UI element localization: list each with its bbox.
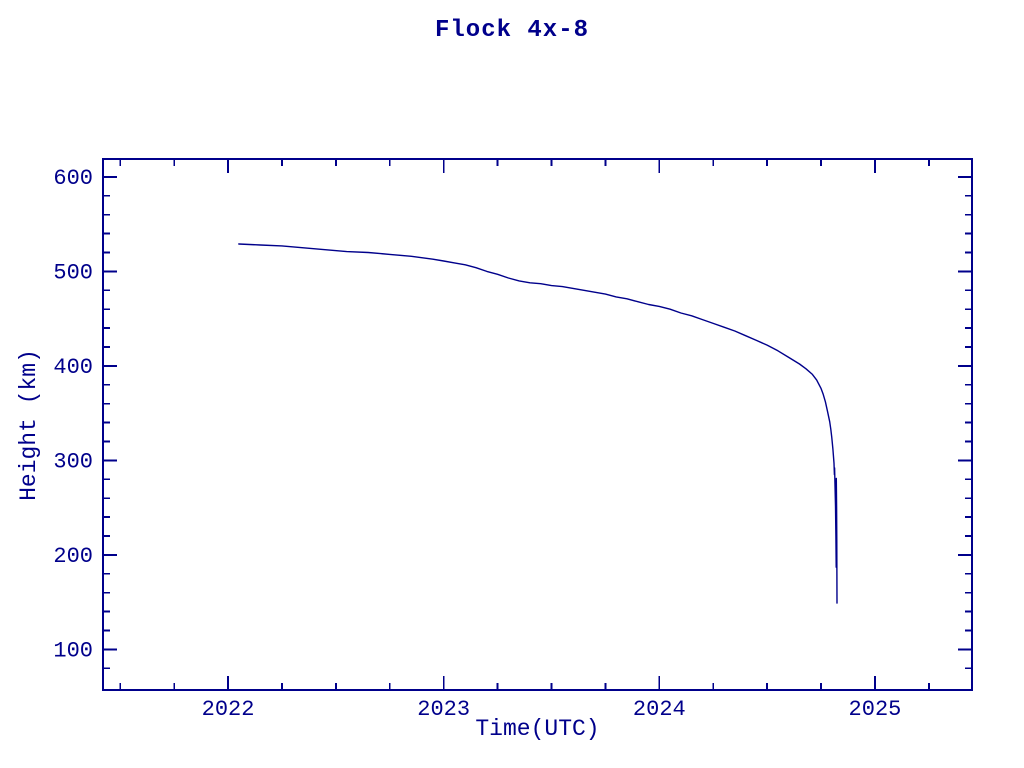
y-tick-label: 300 [53,449,93,474]
plot-frame [102,158,973,691]
y-tick-label: 400 [53,355,93,380]
y-tick-label: 200 [53,544,93,569]
axis-ticks [103,159,972,690]
y-tick-label: 600 [53,166,93,191]
height-decay-curve [238,243,838,604]
tick-labels: 2022 2023 2024 2025 100 200 300 400 500 600 [53,166,901,722]
x-tick-label: 2025 [849,697,902,722]
x-tick-label: 2024 [633,697,686,722]
y-tick-label: 100 [53,638,93,663]
x-tick-label: 2023 [417,697,470,722]
x-tick-label: 2022 [202,697,255,722]
x-axis-label: Time(UTC) [475,716,600,742]
chart-title: Flock 4x-8 [434,17,590,44]
y-tick-label: 500 [53,260,93,285]
